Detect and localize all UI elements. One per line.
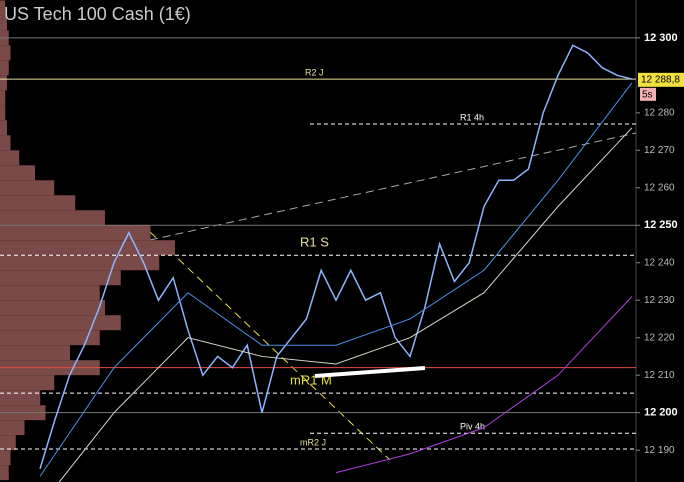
y-tick-label: 12 270 [644,145,675,156]
volume-bar [0,165,35,181]
volume-bar [0,120,7,136]
trend-segment [314,366,426,378]
y-tick-label: 12 190 [644,445,675,456]
trend-line [149,231,391,461]
last-price-label: 12 288,8 [641,74,680,85]
volume-bar [0,375,55,391]
level-label: mR2 J [300,437,326,447]
y-tick-label: 12 300 [644,32,678,44]
y-tick-label: 12 240 [644,257,675,268]
volume-bar [0,300,105,316]
volume-bar [0,330,100,346]
volume-bar [0,105,6,121]
level-label: R2 J [305,67,324,77]
volume-bar [0,240,175,256]
level-label: Piv 4h [460,422,485,432]
volume-bar [0,270,121,286]
volume-bar [0,420,25,436]
volume-bar [0,315,121,331]
volume-bar [0,195,76,211]
y-tick-label: 12 260 [644,182,675,193]
level-label: R1 4h [460,112,484,122]
volume-bar [0,435,16,451]
volume-bar [0,45,11,61]
volume-bar [0,210,105,226]
chart-title: US Tech 100 Cash (1€) [4,4,191,24]
volume-bar [0,465,9,481]
volume-bar [0,255,160,271]
level-label: R1 S [300,235,329,250]
y-tick-label: 12 280 [644,107,675,118]
y-tick-label: 12 250 [644,219,678,231]
volume-bar [0,75,7,91]
trend-line [149,132,637,241]
y-tick-label: 12 210 [644,370,675,381]
volume-bar [0,90,6,106]
series-line [335,296,633,474]
volume-bar [0,180,55,196]
volume-bar [0,345,70,361]
volume-bar [0,0,6,16]
volume-bar [0,150,20,166]
volume-bar [0,60,9,76]
volume-bar [0,285,100,301]
volume-bar [0,15,7,31]
timeframe-label: 5s [642,89,653,100]
series-line [39,82,633,477]
volume-bar [0,390,41,406]
series-line [39,44,633,470]
timeframe-box [640,87,656,101]
price-box [638,72,684,87]
y-tick-label: 12 200 [644,407,678,419]
volume-bar [0,450,11,466]
y-tick-label: 12 230 [644,295,675,306]
y-tick-label: 12 220 [644,332,675,343]
series-line [58,127,633,482]
volume-bar [0,135,11,151]
volume-bar [0,225,151,241]
